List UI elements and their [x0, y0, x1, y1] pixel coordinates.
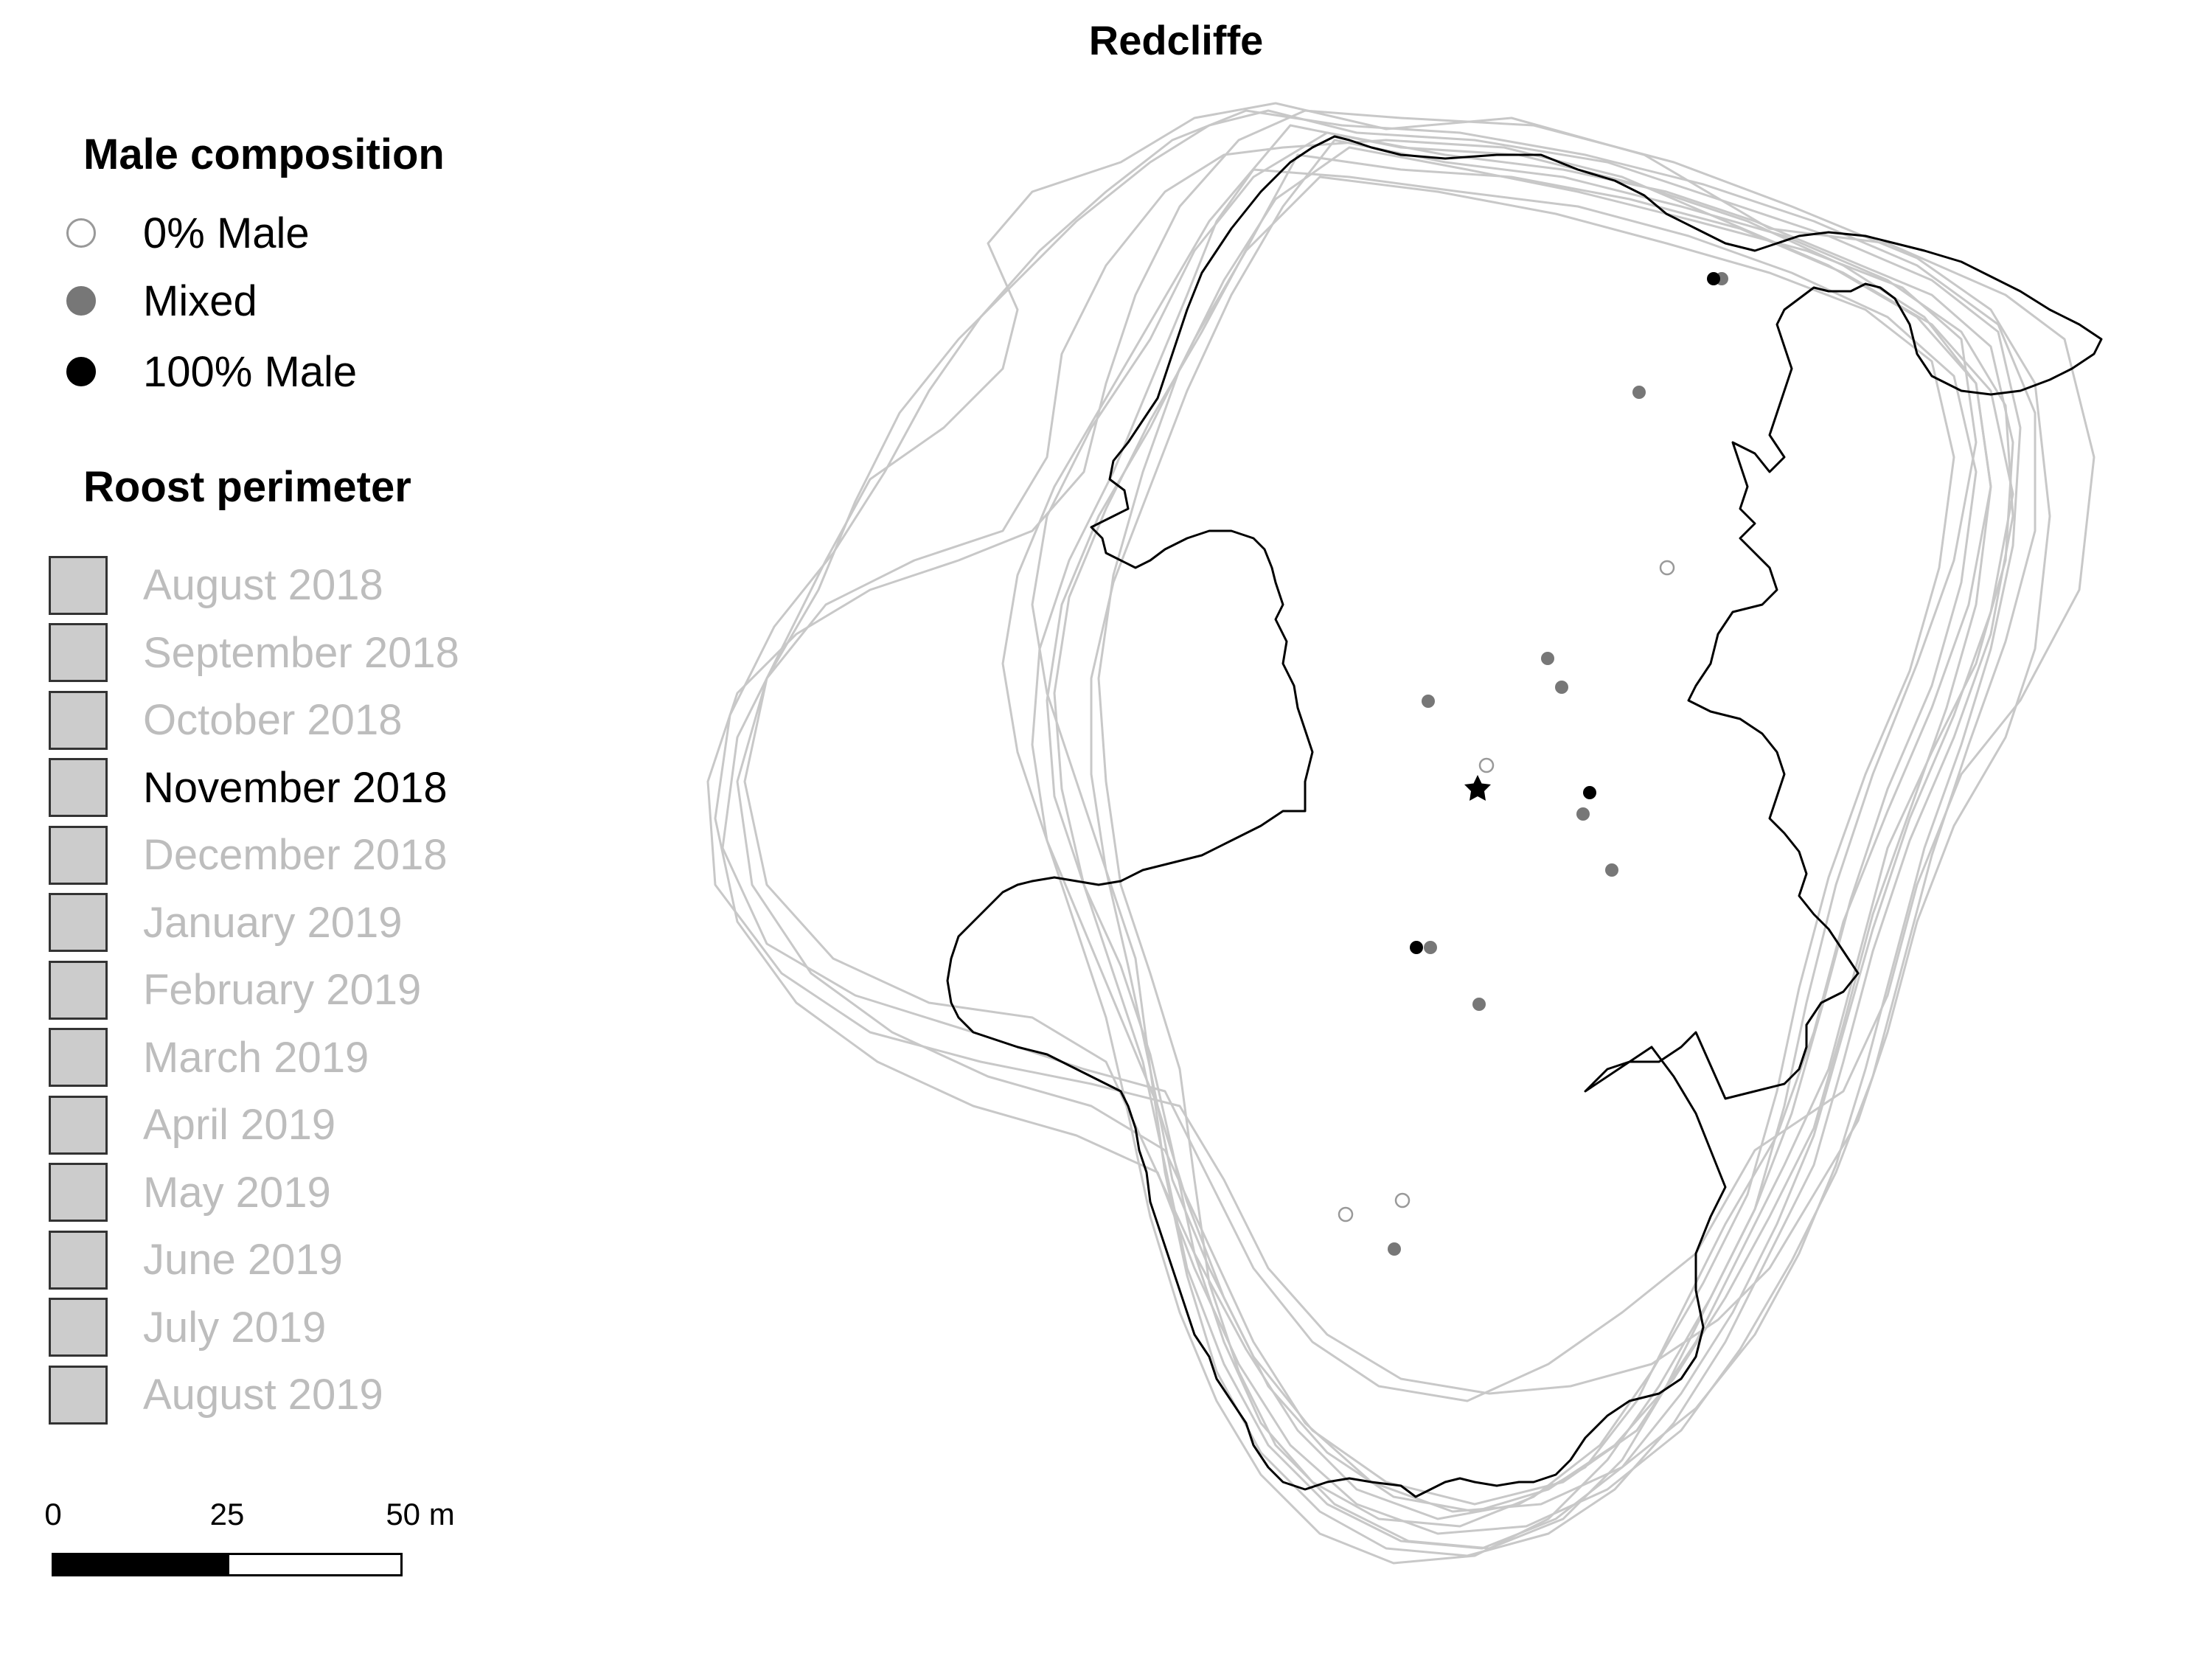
roost-legend-label: August 2018: [143, 561, 383, 610]
scale-label-50: 50 m: [386, 1497, 455, 1531]
roost-legend-label: April 2019: [143, 1101, 336, 1150]
zero-male-sighting: [1394, 1192, 1411, 1208]
roost-legend-label: July 2019: [143, 1303, 327, 1352]
perimeter-june-2019: [714, 109, 2037, 1535]
roost-legend-item: January 2019: [49, 889, 459, 957]
roost-legend-label: October 2018: [143, 696, 403, 745]
mixed-sighting: [1632, 386, 1646, 399]
roost-legend-item: February 2019: [49, 956, 459, 1024]
roost-legend-item: August 2019: [49, 1361, 459, 1429]
mixed-sighting: [1422, 695, 1435, 708]
legend-item-zero-male: 0% Male: [66, 204, 310, 262]
perimeter-swatch-icon: [49, 825, 108, 885]
all-male-sighting: [1583, 786, 1596, 799]
perimeter-swatch-icon: [49, 960, 108, 1020]
legend-item-all-male: 100% Male: [66, 342, 357, 401]
perimeter-swatch-icon: [49, 1028, 108, 1088]
inactive-perimeters: [706, 102, 2096, 1565]
all-male-dot-icon: [66, 357, 96, 386]
map-title: Redcliffe: [1088, 17, 1264, 63]
perimeter-february-2019: [736, 109, 2022, 1513]
roost-legend-item: March 2019: [49, 1024, 459, 1092]
scale-bar-black-segment: [52, 1553, 227, 1576]
roost-legend-item: November 2018: [49, 754, 459, 822]
star-icon: [1464, 775, 1491, 801]
perimeter-december-2018: [743, 139, 1992, 1520]
perimeter-swatch-icon: [49, 555, 108, 615]
roost-legend-item: August 2018: [49, 552, 459, 619]
roost-legend-label: September 2018: [143, 628, 459, 677]
roost-legend-label: August 2019: [143, 1371, 383, 1419]
perimeter-october-2018: [1031, 131, 2014, 1506]
scale-label-0: 0: [44, 1497, 62, 1531]
roost-legend-item: December 2018: [49, 821, 459, 889]
perimeter-swatch-icon: [49, 758, 108, 818]
perimeter-swatch-icon: [49, 1095, 108, 1155]
mixed-dot-icon: [66, 286, 96, 316]
perimeter-swatch-icon: [49, 1365, 108, 1425]
zero-male-sighting: [1478, 757, 1495, 773]
mixed-sighting: [1424, 941, 1437, 954]
mixed-sighting: [1605, 863, 1618, 877]
perimeter-january-2019: [1097, 146, 1978, 1550]
roost-legend-label: January 2019: [143, 898, 403, 947]
perimeter-july-2019: [1053, 153, 2014, 1550]
zero-male-sighting: [1659, 560, 1675, 576]
roost-legend-item: June 2019: [49, 1226, 459, 1294]
perimeter-swatch-icon: [49, 893, 108, 953]
perimeter-november-2018: [946, 135, 2103, 1498]
legend-item-label: Mixed: [143, 276, 257, 325]
perimeter-swatch-icon: [49, 623, 108, 683]
roost-legend-label: December 2018: [143, 831, 448, 880]
roost-perimeter-legend-list: August 2018 September 2018 October 2018 …: [49, 552, 459, 1429]
mixed-sighting: [1541, 652, 1554, 665]
all-male-sighting: [1410, 941, 1423, 954]
zero-male-dot-icon: [66, 218, 96, 248]
perimeter-may-2019: [1046, 175, 1955, 1528]
roost-legend-item: July 2019: [49, 1294, 459, 1362]
zero-male-sighting: [1338, 1206, 1354, 1222]
mixed-sighting: [1576, 807, 1590, 821]
perimeter-swatch-icon: [49, 1230, 108, 1290]
roost-legend-label: June 2019: [143, 1236, 343, 1284]
mixed-sighting: [1472, 998, 1486, 1011]
all-male-sighting: [1707, 272, 1720, 285]
legend-item-label: 100% Male: [143, 347, 358, 396]
roost-legend-item: April 2019: [49, 1091, 459, 1159]
roost-legend-item: May 2019: [49, 1159, 459, 1227]
scale-bar: 0 25 50 m: [44, 1497, 455, 1585]
roost-legend-label: March 2019: [143, 1033, 369, 1082]
perimeter-april-2019: [1031, 168, 1978, 1565]
roost-legend-item: September 2018: [49, 619, 459, 687]
male-composition-legend-title: Male composition: [83, 131, 445, 178]
perimeter-swatch-icon: [49, 690, 108, 750]
perimeter-swatch-icon: [49, 1163, 108, 1222]
roost-perimeter-legend-title: Roost perimeter: [83, 463, 411, 511]
perimeter-august-2018: [721, 102, 2096, 1402]
sighting-points: [1338, 272, 1728, 1256]
mixed-sighting: [1555, 681, 1568, 694]
mixed-sighting: [1388, 1242, 1401, 1256]
scale-label-25: 25: [209, 1497, 245, 1531]
perimeter-swatch-icon: [49, 1298, 108, 1357]
perimeter-september-2018: [706, 109, 2051, 1395]
perimeter-august-2019: [1090, 139, 2014, 1557]
legend-item-label: 0% Male: [143, 209, 310, 257]
roost-legend-item: October 2018: [49, 686, 459, 754]
roost-legend-label: November 2018: [143, 763, 448, 812]
roost-legend-label: February 2019: [143, 966, 422, 1015]
roost-legend-label: May 2019: [143, 1168, 331, 1217]
scale-bar-white-segment: [227, 1553, 403, 1576]
legend-item-mixed: Mixed: [66, 271, 257, 330]
perimeter-march-2019: [1001, 124, 1992, 1513]
